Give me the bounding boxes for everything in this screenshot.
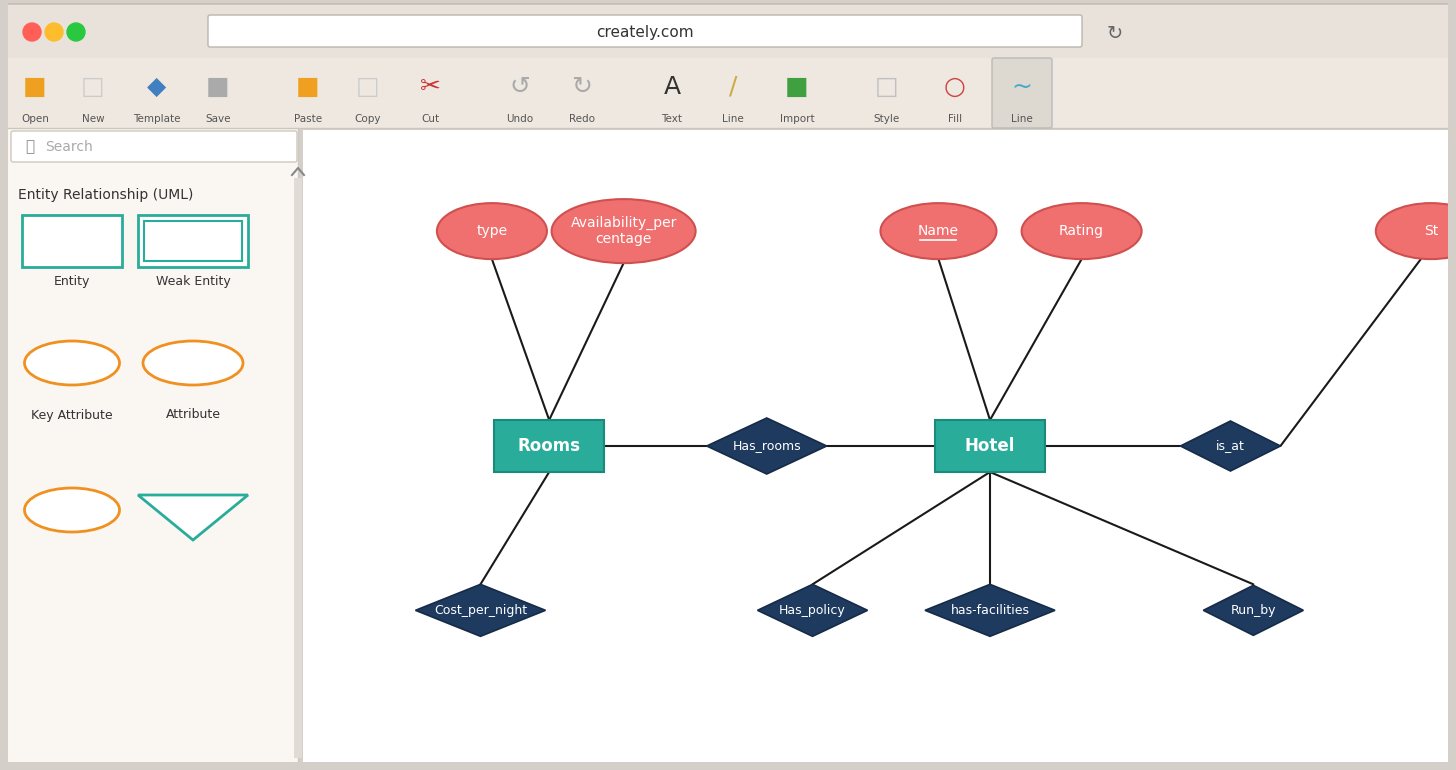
FancyBboxPatch shape [992,58,1053,128]
Text: Style: Style [874,114,900,124]
Ellipse shape [1376,203,1456,259]
Text: Cost_per_night: Cost_per_night [434,604,527,617]
FancyBboxPatch shape [935,420,1045,472]
Text: Name: Name [917,224,960,238]
Text: Hotel: Hotel [965,437,1015,455]
FancyBboxPatch shape [1449,0,1456,770]
Text: Rating: Rating [1059,224,1104,238]
Text: ↻: ↻ [572,75,593,99]
Ellipse shape [437,203,547,259]
Circle shape [67,23,84,41]
Polygon shape [757,584,868,636]
Text: Has_policy: Has_policy [779,604,846,617]
Text: type: type [476,224,508,238]
Text: Fill: Fill [948,114,962,124]
Text: Run_by: Run_by [1230,604,1275,617]
FancyBboxPatch shape [0,762,1456,770]
Text: Availability_per
centage: Availability_per centage [571,216,677,246]
Ellipse shape [25,488,119,532]
Ellipse shape [25,341,119,385]
Text: ~: ~ [1012,75,1032,99]
Text: Search: Search [45,140,93,154]
Text: Text: Text [661,114,683,124]
Text: ■: ■ [296,75,320,99]
Text: A: A [664,75,680,99]
FancyBboxPatch shape [7,58,1449,128]
Circle shape [23,23,41,41]
Text: □: □ [357,75,380,99]
FancyBboxPatch shape [0,0,7,770]
Polygon shape [415,584,546,636]
Text: Copy: Copy [355,114,381,124]
Ellipse shape [143,341,243,385]
Text: ○: ○ [943,75,965,99]
Text: Key Attribute: Key Attribute [31,409,112,421]
FancyBboxPatch shape [208,15,1082,47]
Text: Paste: Paste [294,114,322,124]
Text: ↻: ↻ [1107,24,1123,42]
Text: Attribute: Attribute [166,409,220,421]
Text: creately.com: creately.com [596,25,695,41]
Polygon shape [138,495,248,540]
Polygon shape [706,418,827,474]
Text: Open: Open [20,114,50,124]
FancyBboxPatch shape [22,215,122,267]
Text: ✂: ✂ [419,75,441,99]
Text: Redo: Redo [569,114,596,124]
Text: ◆: ◆ [147,75,166,99]
Polygon shape [1203,585,1303,635]
Text: ■: ■ [207,75,230,99]
FancyBboxPatch shape [1449,0,1456,770]
Text: ■: ■ [785,75,810,99]
Text: Entity Relationship (UML): Entity Relationship (UML) [17,188,194,202]
Polygon shape [1181,421,1280,471]
FancyBboxPatch shape [4,4,1452,60]
FancyBboxPatch shape [12,131,297,162]
FancyBboxPatch shape [144,221,242,261]
Text: has-facilities: has-facilities [951,604,1029,617]
Polygon shape [925,584,1056,636]
Ellipse shape [881,203,996,259]
Text: Line: Line [722,114,744,124]
FancyBboxPatch shape [294,178,301,758]
Text: is_at: is_at [1216,440,1245,453]
Text: Undo: Undo [507,114,533,124]
Text: □: □ [875,75,898,99]
Text: Entity: Entity [54,276,90,289]
Text: Has_rooms: Has_rooms [732,440,801,453]
Text: ■: ■ [23,75,47,99]
FancyBboxPatch shape [138,215,248,267]
Text: St: St [1424,224,1439,238]
FancyBboxPatch shape [494,420,604,472]
Text: Rooms: Rooms [518,437,581,455]
Text: Save: Save [205,114,230,124]
Circle shape [45,23,63,41]
FancyBboxPatch shape [303,130,1449,762]
Text: New: New [82,114,105,124]
Text: Weak Entity: Weak Entity [156,276,230,289]
Text: Import: Import [779,114,814,124]
Text: ⌕: ⌕ [25,139,33,155]
Text: Template: Template [134,114,181,124]
Ellipse shape [1022,203,1142,259]
Text: Line: Line [1010,114,1032,124]
Text: ↺: ↺ [510,75,530,99]
Text: /: / [729,75,737,99]
Text: Cut: Cut [421,114,440,124]
Ellipse shape [552,199,696,263]
Text: □: □ [82,75,105,99]
FancyBboxPatch shape [7,128,298,762]
